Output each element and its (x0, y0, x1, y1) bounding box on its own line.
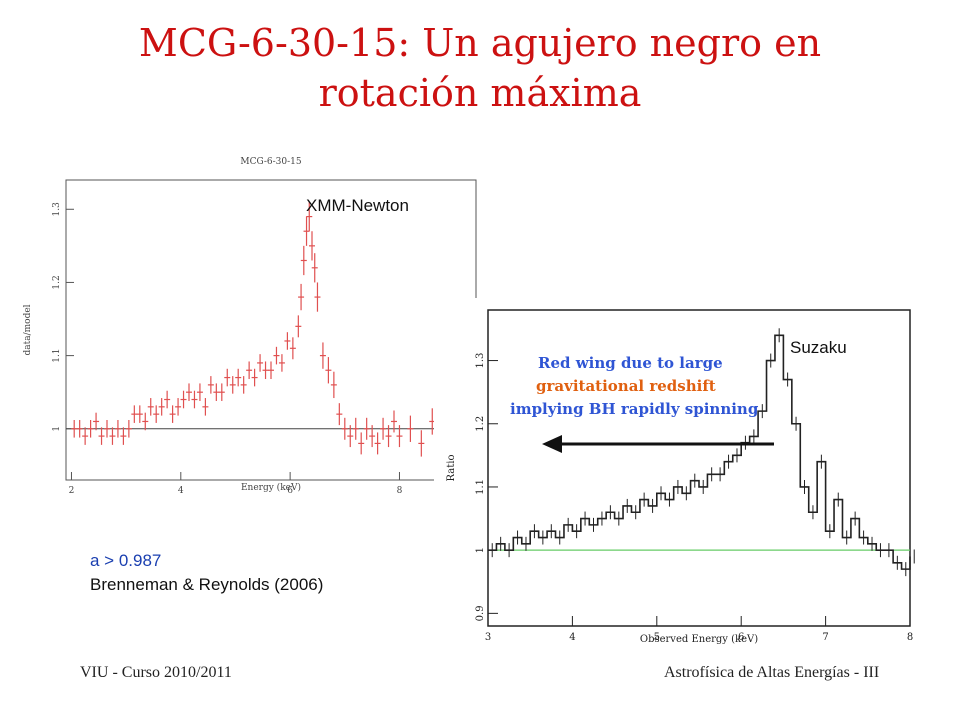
title-line-1: MCG-6-30-15: Un agujero negro en (138, 21, 822, 65)
plot1-title: MCG-6-30-15 (240, 157, 301, 167)
plot2-ytick-label: 0.9 (475, 605, 486, 621)
plot2-xtick-label: 8 (907, 632, 913, 643)
plot2-ytick-label: 1 (475, 547, 486, 553)
plot2-ytick-label: 1.3 (475, 353, 486, 369)
footer-course: VIU - Curso 2010/2011 (80, 664, 232, 681)
xmm-spectrum-svg: 2 4 6 811.11.21.3 MCG-6-30-15 Energy (keV) … (23, 157, 477, 496)
suzaku-spectrum-plot: 3 4 5 6 7 8 0.9 1 1.1 1.2 1.3 Red wing due to larg… (434, 298, 930, 666)
annotation-line-3: implying BH rapidly spinning (510, 400, 759, 418)
plot1-xtick-label: 6 (287, 486, 293, 494)
plot1-frame (65, 179, 477, 481)
plot2-ylabel: Ratio (446, 455, 457, 482)
annotation-line-1: Red wing due to large (538, 354, 723, 372)
plot2-xtick-label: 7 (822, 632, 828, 643)
slide-title: MCG-6-30-15: Un agujero negro en rotació… (0, 18, 960, 118)
plot1-ytick-label: 1.2 (52, 275, 62, 289)
footer-subject: Astrofísica de Altas Energías - III (664, 664, 880, 681)
title-line-2: rotación máxima (318, 71, 642, 115)
plot1-ytick-label: 1.1 (52, 348, 62, 362)
plot1-xtick-label: 4 (178, 486, 184, 494)
plot2-spectrum-line (488, 334, 911, 570)
xmm-newton-label: XMM-Newton (306, 196, 409, 215)
plot1-xtick-label: 8 (397, 486, 403, 494)
plot1-xlabel: Energy (keV) (241, 482, 301, 493)
plot2-ytick-label: 1.2 (475, 416, 486, 432)
plot2-ytick-label: 1.1 (475, 479, 486, 495)
plot2-xtick-label: 4 (569, 632, 575, 643)
xmm-spectrum-plot: 2 4 6 8 1 1.1 1.2 1.3 MCG-6-30-15 Energy (keV) … (16, 132, 500, 496)
plot1-ylabel: data/model (23, 304, 33, 355)
annotation-line-2: gravitational redshift (536, 377, 716, 395)
spin-result: a > 0.987 Brenneman & Reynolds (2006) (90, 549, 323, 597)
redshift-annotation: Red wing due to large gravitational reds… (510, 354, 759, 418)
spin-value: a > 0.987 (90, 551, 162, 570)
arrow-head (542, 435, 562, 453)
plot2-xtick-label: 6 (738, 632, 744, 643)
suzaku-spectrum-svg: 3 4 5 6 7 8 0.9 1 1.1 1.2 1.3 Red wing due to larg… (446, 309, 915, 645)
plot2-xtick-label: 3 (485, 632, 491, 643)
plot1-ytick-label: 1.3 (52, 202, 62, 217)
plot2-xlabel: Observed Energy (keV) (640, 634, 758, 645)
suzaku-label: Suzaku (790, 338, 847, 357)
plot2-xtick-label: 5 (654, 632, 660, 643)
reference-citation: Brenneman & Reynolds (2006) (90, 575, 324, 594)
plot2-frame (487, 309, 911, 627)
plot1-ytick-label: 1 (52, 426, 62, 432)
plot1-xtick-label: 2 (69, 486, 75, 494)
